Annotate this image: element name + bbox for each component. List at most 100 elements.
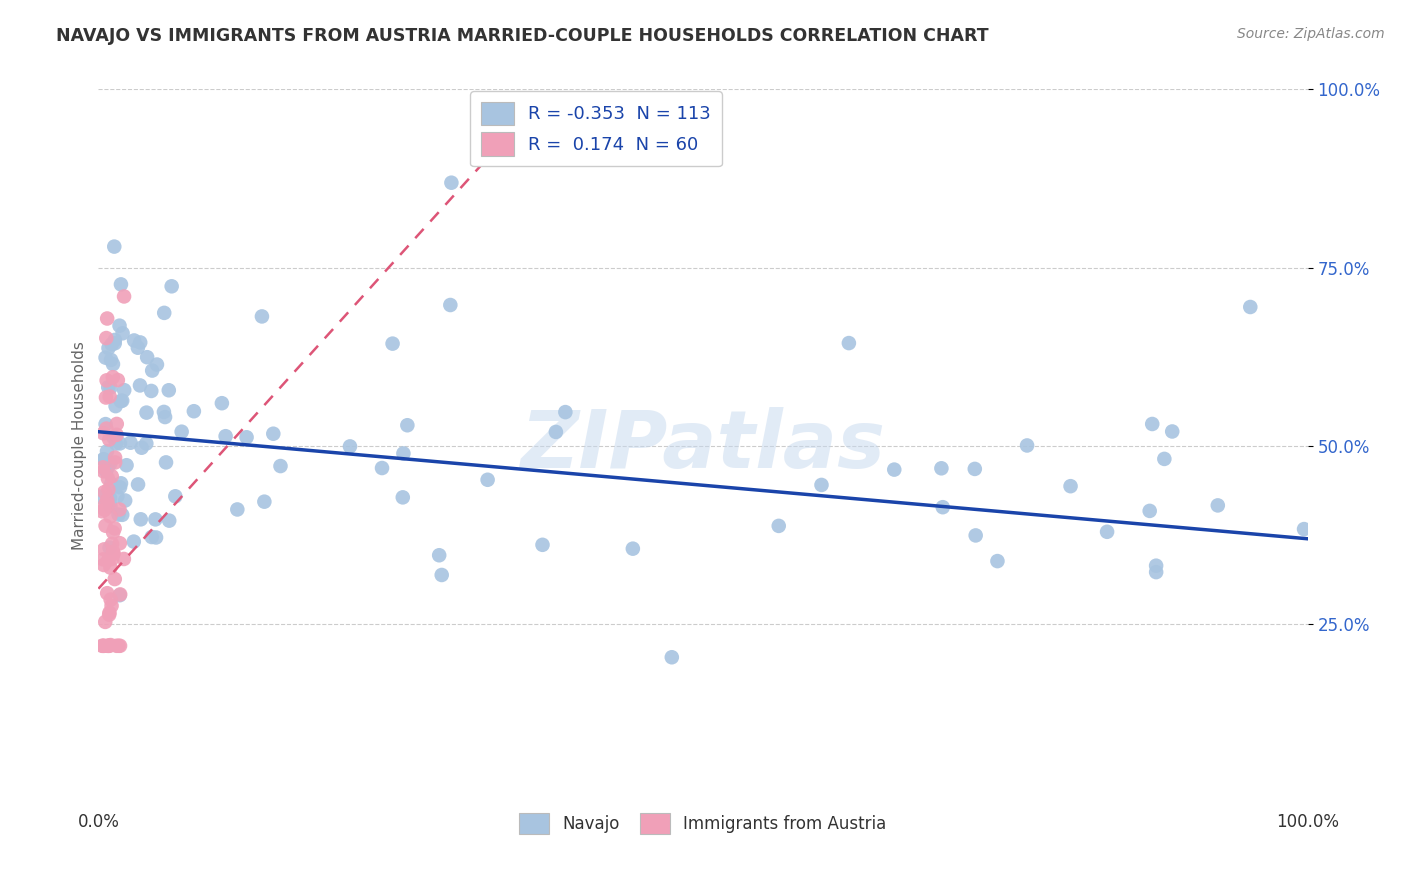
- Point: [111, 393, 134, 408]
- Point: [108, 480, 131, 494]
- Point: [120, 435, 142, 450]
- Point: [96, 311, 118, 326]
- Point: [94, 464, 117, 478]
- Point: [269, 458, 291, 473]
- Point: [91, 639, 114, 653]
- Text: NAVAJO VS IMMIGRANTS FROM AUSTRIA MARRIED-COUPLE HOUSEHOLDS CORRELATION CHART: NAVAJO VS IMMIGRANTS FROM AUSTRIA MARRIE…: [56, 27, 988, 45]
- Point: [93, 639, 115, 653]
- Point: [103, 547, 125, 561]
- Point: [122, 334, 145, 348]
- Point: [1206, 499, 1229, 513]
- Point: [100, 560, 122, 574]
- Point: [153, 410, 176, 425]
- Point: [91, 639, 114, 653]
- Point: [339, 439, 361, 453]
- Point: [396, 418, 419, 433]
- Point: [157, 514, 180, 528]
- Point: [155, 455, 177, 469]
- Point: [986, 554, 1008, 568]
- Point: [97, 471, 120, 485]
- Point: [110, 394, 132, 409]
- Point: [100, 337, 122, 351]
- Point: [96, 422, 118, 436]
- Point: [1095, 524, 1118, 539]
- Point: [112, 383, 135, 397]
- Point: [141, 363, 163, 377]
- Point: [104, 455, 127, 469]
- Point: [100, 638, 122, 652]
- Point: [104, 333, 127, 347]
- Point: [107, 508, 129, 522]
- Point: [101, 545, 124, 559]
- Point: [98, 491, 121, 505]
- Point: [932, 500, 955, 515]
- Point: [96, 444, 118, 458]
- Point: [112, 552, 135, 566]
- Point: [105, 427, 128, 442]
- Point: [98, 541, 121, 555]
- Point: [430, 568, 453, 582]
- Point: [100, 592, 122, 607]
- Point: [108, 588, 131, 602]
- Point: [94, 351, 117, 365]
- Point: [101, 537, 124, 551]
- Point: [97, 639, 120, 653]
- Point: [98, 606, 121, 620]
- Point: [94, 497, 117, 511]
- Point: [100, 353, 122, 368]
- Point: [477, 473, 499, 487]
- Point: [544, 425, 567, 439]
- Point: [107, 373, 129, 387]
- Point: [104, 399, 127, 413]
- Point: [1139, 504, 1161, 518]
- Point: [100, 499, 122, 513]
- Point: [94, 518, 117, 533]
- Point: [104, 450, 127, 465]
- Point: [381, 336, 404, 351]
- Point: [1144, 558, 1167, 573]
- Point: [136, 350, 159, 364]
- Point: [97, 380, 120, 394]
- Point: [104, 336, 127, 351]
- Point: [93, 558, 115, 572]
- Point: [554, 405, 576, 419]
- Point: [531, 538, 554, 552]
- Point: [100, 477, 122, 491]
- Point: [100, 509, 122, 524]
- Point: [101, 525, 124, 540]
- Point: [1161, 425, 1184, 439]
- Point: [253, 494, 276, 508]
- Point: [165, 489, 187, 503]
- Point: [1239, 300, 1261, 314]
- Point: [108, 502, 131, 516]
- Point: [98, 390, 121, 404]
- Point: [146, 358, 169, 372]
- Point: [108, 587, 131, 601]
- Point: [93, 426, 115, 441]
- Point: [104, 436, 127, 450]
- Point: [262, 426, 284, 441]
- Point: [235, 430, 257, 444]
- Point: [98, 607, 121, 622]
- Point: [93, 542, 115, 557]
- Point: [931, 461, 953, 475]
- Point: [96, 639, 118, 653]
- Point: [97, 498, 120, 512]
- Point: [145, 512, 167, 526]
- Point: [129, 335, 152, 350]
- Point: [105, 417, 128, 431]
- Point: [101, 430, 124, 444]
- Point: [157, 384, 180, 398]
- Point: [1059, 479, 1081, 493]
- Point: [98, 639, 121, 653]
- Point: [91, 460, 114, 475]
- Point: [122, 534, 145, 549]
- Point: [96, 331, 118, 345]
- Point: [93, 502, 115, 516]
- Point: [883, 462, 905, 476]
- Point: [250, 310, 273, 324]
- Point: [1015, 438, 1038, 452]
- Point: [110, 476, 132, 491]
- Point: [621, 541, 644, 556]
- Point: [1144, 565, 1167, 579]
